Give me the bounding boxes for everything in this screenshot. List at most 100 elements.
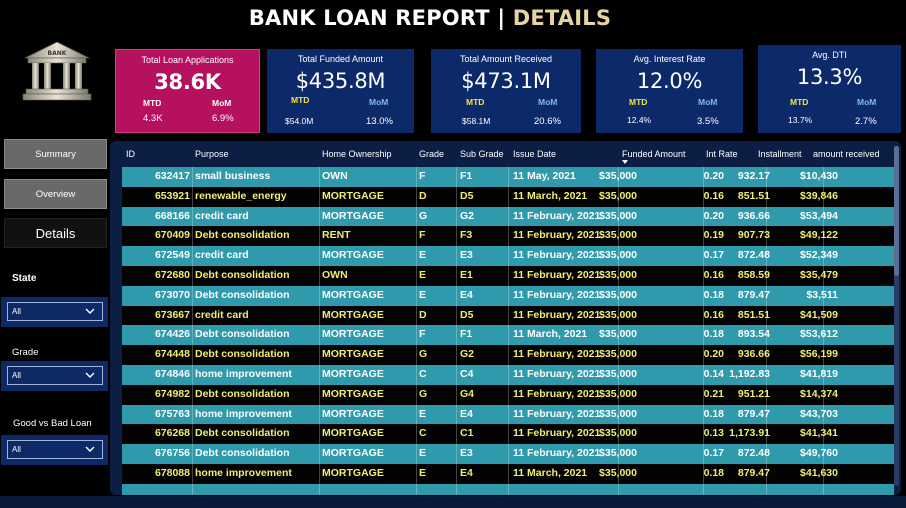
cell-amount-received: $49,122 [800,229,838,242]
cell-divider [823,464,824,484]
table-row[interactable]: 672680 Debt consolidation OWN E E1 11 Februar… [122,266,894,286]
table-row-partial[interactable] [122,483,894,495]
cell-divider [618,226,619,247]
column-header-sub-grade[interactable]: Sub Grade [460,149,504,159]
cell-home-ownership: MORTGAGE [322,209,384,222]
table-row[interactable]: 673070 Debt consolidation MORTGAGE E E4 11 Fe… [122,285,894,306]
kpi-mtd-label: MTD [466,97,485,107]
cell-issue-date: 11 February, 2021 [513,407,601,420]
cell-installment: 932.17 [737,170,770,182]
cell-divider [416,285,417,306]
cell-divider [319,167,320,187]
column-header-funded-amount[interactable]: Funded Amount [622,149,686,159]
cell-divider [703,186,704,207]
cell-divider [823,483,824,495]
kpi-value: $473.1M [461,69,551,93]
table-row[interactable]: 674426 Debt consolidation MORTGAGE F F1 11 Ma… [122,325,894,346]
table-row[interactable]: 632417 small business OWN F F1 11 May, 2021 $3… [122,167,894,187]
cell-divider [192,345,193,365]
cell-int-rate: 0.17 [703,249,724,262]
cell-grade: D [419,189,427,202]
cell-divider [823,206,824,227]
column-header-int-rate[interactable]: Int Rate [706,149,738,159]
column-header-amount-received[interactable]: amount received [813,149,880,159]
cell-divider [703,206,704,227]
cell-id: 675763 [154,407,190,420]
cell-purpose: renewable_energy [195,189,287,202]
table-row[interactable]: 653921 renewable_energy MORTGAGE D D5 11 Marc… [122,186,894,207]
cell-divider [192,325,193,346]
cell-sub-grade: E3 [460,447,473,460]
cell-divider [416,266,417,286]
cell-sub-grade: C4 [460,368,474,380]
cell-funded-amount: $35,000 [599,209,637,222]
cell-divider [456,226,457,247]
cell-divider [508,186,509,207]
column-header-purpose[interactable]: Purpose [195,149,229,159]
kpi-label: Total Amount Received [459,54,553,64]
table-row[interactable]: 674982 Debt consolidation MORTGAGE G G4 11 Fe… [122,384,894,405]
column-header-home-ownership[interactable]: Home Ownership [322,149,392,159]
cell-divider [703,424,704,445]
grade-dropdown[interactable]: All [7,366,103,385]
cell-divider [192,464,193,484]
cell-divider [766,424,767,445]
table-row[interactable]: 675763 home improvement MORTGAGE E E4 11 Febr… [122,404,894,425]
table-row[interactable]: 673667 credit card MORTGAGE D D5 11 February,… [122,305,894,326]
kpi-label: Total Funded Amount [297,54,384,64]
bank-logo-text: BANK [48,50,67,57]
table-row[interactable]: 678088 home improvement MORTGAGE E E4 11 Marc… [122,464,894,484]
cell-divider [456,345,457,365]
cell-grade: G [419,348,428,361]
chevron-down-icon [85,446,95,452]
cell-issue-date: 11 March, 2021 [513,189,588,202]
cell-divider [618,365,619,385]
cell-divider [416,384,417,405]
cell-divider [508,464,509,484]
table-row[interactable]: 676268 Debt consolidation MORTGAGE C C1 11 Fe… [122,424,894,445]
kpi-mtd-label: MTD [143,98,162,108]
cell-issue-date: 11 February, 2021 [513,368,601,380]
cell-divider [192,444,193,464]
cell-id: 672549 [154,249,190,262]
kpi-avg-dti: Avg. DTI 13.3% MTD MoM 13.7% 2.7% [758,45,901,133]
cell-divider [192,246,193,266]
cell-divider [192,226,193,247]
table-row[interactable]: 674846 home improvement MORTGAGE C C4 11 Febr… [122,365,894,385]
cell-grade: F [419,229,426,242]
scrollbar-thumb[interactable] [894,146,899,276]
sort-descending-icon[interactable] [621,159,629,165]
cell-divider [319,365,320,385]
cell-purpose: Debt consolidation [195,427,290,440]
column-header-issue-date[interactable]: Issue Date [513,149,557,159]
cell-divider [823,285,824,306]
nav-overview-button[interactable]: Overview [4,179,107,209]
state-dropdown[interactable]: All [7,302,103,321]
column-header-grade[interactable]: Grade [419,149,445,159]
cell-grade: F [419,328,426,341]
cell-divider [703,483,704,495]
kpi-total-loan-applications: Total Loan Applications 38.6K MTD MoM 4.… [115,49,260,133]
column-header-id[interactable]: ID [126,149,135,159]
table-row[interactable]: 674448 Debt consolidation MORTGAGE G G2 11 Fe… [122,345,894,365]
cell-installment: 879.47 [737,467,770,479]
nav-details-button[interactable]: Details [4,218,107,248]
cell-divider [703,246,704,266]
nav-summary-button[interactable]: Summary [4,139,107,169]
cell-issue-date: 11 February, 2021 [513,348,601,361]
cell-issue-date: 11 February, 2021 [513,387,601,400]
table-scrollbar[interactable] [894,146,899,486]
kpi-mom-label: MoM [212,98,232,108]
table-row[interactable]: 672549 credit card MORTGAGE E E3 11 February,… [122,246,894,266]
table-row[interactable]: 676756 Debt consolidation MORTGAGE E E3 11 Fe… [122,444,894,464]
table-row[interactable]: 670409 Debt consolidation RENT F F3 11 Februa… [122,226,894,247]
cell-divider [508,345,509,365]
column-header-installment[interactable]: Installment [758,149,802,159]
kpi-mom-value: 13.0% [366,116,393,127]
loan-quality-dropdown[interactable]: All [7,440,103,459]
cell-issue-date: 11 March, 2021 [513,467,588,479]
table-row[interactable]: 668166 credit card MORTGAGE G G2 11 February,… [122,206,894,227]
cell-divider [416,325,417,346]
kpi-value: 38.6K [154,70,221,94]
cell-grade: E [419,288,427,301]
